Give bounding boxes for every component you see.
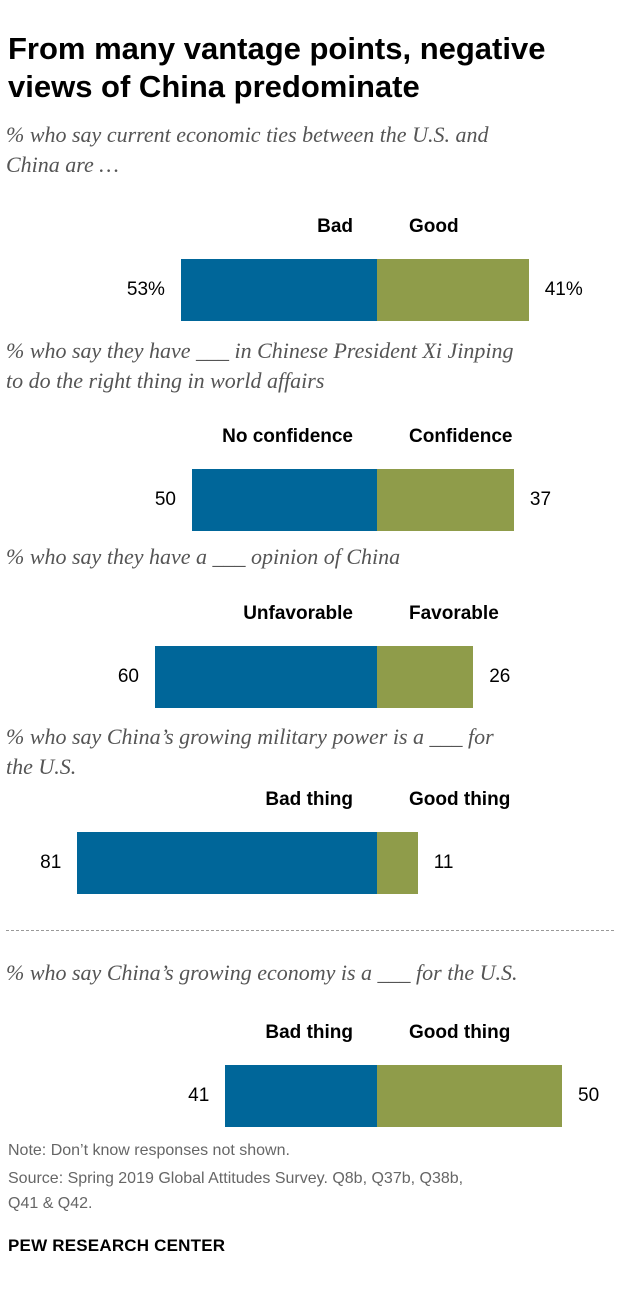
bar-negative	[155, 646, 377, 708]
data-label-negative: 50	[154, 489, 176, 510]
data-label-negative: 60	[117, 666, 139, 687]
data-label-positive: 37	[529, 489, 552, 510]
chart-5-subtitle: % who say China’s growing economy is a _…	[6, 958, 614, 988]
chart-4-subtitle: % who say China’s growing military power…	[6, 722, 614, 782]
brand-name: PEW RESEARCH CENTER	[8, 1236, 226, 1255]
legend-label-negative: Bad thing	[265, 789, 353, 810]
subtitle-line-1: % who say current economic ties between …	[6, 122, 489, 147]
subtitle-line-1: % who say they have a ___ opinion of Chi…	[6, 544, 401, 569]
legend-label-negative: Bad thing	[265, 1022, 353, 1043]
bar-positive	[377, 469, 514, 531]
bar-positive	[377, 832, 418, 894]
subtitle-line-2: to do the right thing in world affairs	[6, 368, 325, 393]
chart-title: From many vantage points, negative views…	[8, 30, 608, 106]
bar-negative	[192, 469, 377, 531]
subtitle-line-2: China are …	[6, 152, 119, 177]
legend-label-negative: No confidence	[222, 426, 353, 447]
legend-label-positive: Confidence	[409, 426, 513, 447]
bar-positive	[377, 259, 529, 321]
legend-label-positive: Good thing	[409, 1022, 511, 1043]
data-label-positive: 11	[433, 852, 454, 873]
chart-3-subtitle: % who say they have a ___ opinion of Chi…	[6, 542, 614, 572]
data-label-negative: 53%	[126, 279, 165, 300]
section-divider	[6, 930, 614, 931]
subtitle-line-1: % who say China’s growing military power…	[6, 724, 494, 749]
bar-positive	[377, 1065, 562, 1127]
source-line-2: Q41 & Q42.	[8, 1195, 93, 1212]
bar-positive	[377, 646, 474, 708]
bar-negative	[180, 259, 377, 321]
note: Note: Don’t know responses not shown.	[8, 1142, 290, 1159]
legend-label-negative: Unfavorable	[243, 603, 353, 624]
legend-label-positive: Favorable	[409, 603, 499, 624]
data-label-positive: 41%	[544, 279, 583, 300]
chart-1-subtitle: % who say current economic ties between …	[6, 120, 614, 180]
subtitle-line-1: % who say China’s growing economy is a _…	[6, 960, 518, 985]
bar-negative	[225, 1065, 377, 1127]
source-line-1: Source: Spring 2019 Global Attitudes Sur…	[8, 1170, 464, 1187]
legend-label-positive: Good	[409, 216, 459, 237]
subtitle-line-1: % who say they have ___ in Chinese Presi…	[6, 338, 514, 363]
chart-2-subtitle: % who say they have ___ in Chinese Presi…	[6, 336, 614, 396]
data-label-negative: 41	[188, 1085, 210, 1106]
legend-label-negative: Bad	[317, 216, 353, 237]
data-label-positive: 26	[489, 666, 511, 687]
subtitle-line-2: the U.S.	[6, 754, 77, 779]
chart-title-line-1: From many vantage points, negative	[8, 31, 546, 66]
data-label-negative: 81	[40, 852, 62, 873]
legend-label-positive: Good thing	[409, 789, 511, 810]
chart-title-line-2: views of China predominate	[8, 69, 420, 104]
bar-negative	[77, 832, 377, 894]
data-label-positive: 50	[578, 1085, 600, 1106]
